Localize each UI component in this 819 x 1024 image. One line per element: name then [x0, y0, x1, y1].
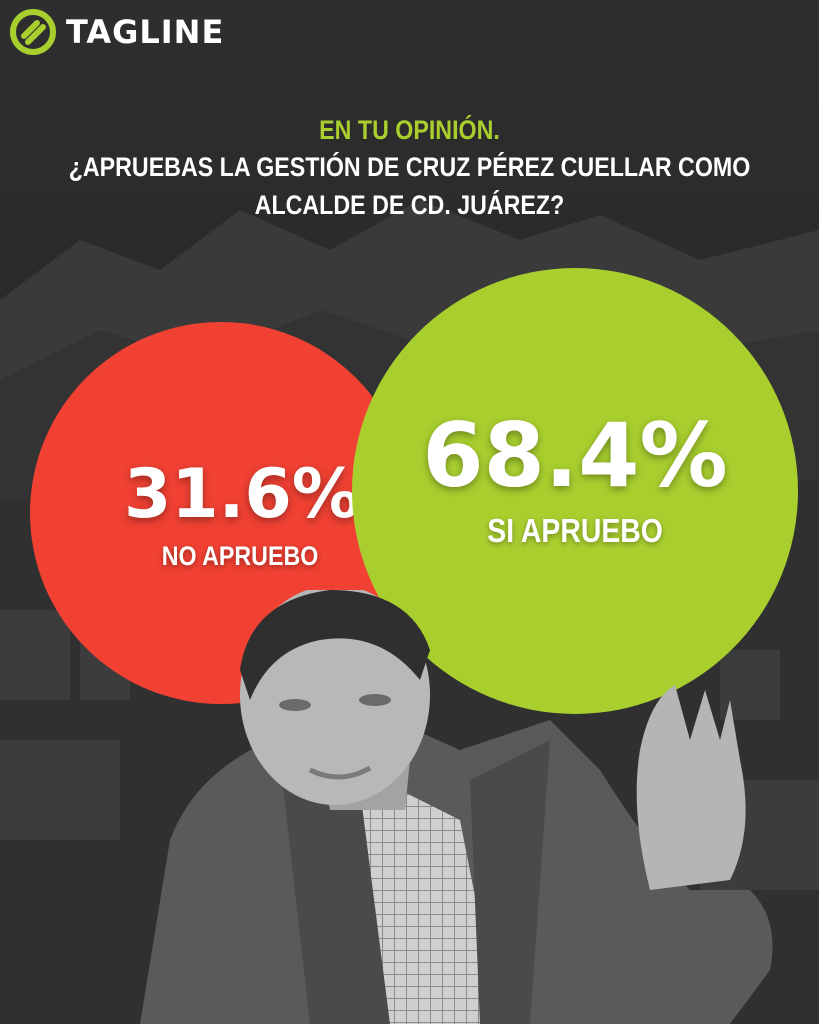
result-circle-si: 68.4% SI APRUEBO — [352, 268, 798, 714]
brand-name: TAGLINE — [66, 13, 225, 51]
result-label-si: SI APRUEBO — [487, 512, 663, 549]
brand-logo: TAGLINE — [8, 6, 224, 58]
header-background — [0, 0, 819, 230]
poll-question: EN TU OPINIÓN. ¿APRUEBAS LA GESTIÓN DE C… — [0, 112, 819, 224]
question-eyebrow: EN TU OPINIÓN. — [319, 115, 500, 145]
tagline-logo-icon — [10, 9, 56, 55]
result-label-no: NO APRUEBO — [161, 540, 319, 571]
result-value-no: 31.6% — [124, 454, 360, 534]
question-line-2: ALCALDE DE CD. JUÁREZ? — [254, 190, 565, 220]
mayor-photo — [140, 590, 773, 1024]
result-circle-no: 31.6% NO APRUEBO — [30, 322, 412, 704]
question-line-1: ¿APRUEBAS LA GESTIÓN DE CRUZ PÉREZ CUELL… — [68, 152, 751, 182]
result-value-si: 68.4% — [422, 404, 728, 507]
